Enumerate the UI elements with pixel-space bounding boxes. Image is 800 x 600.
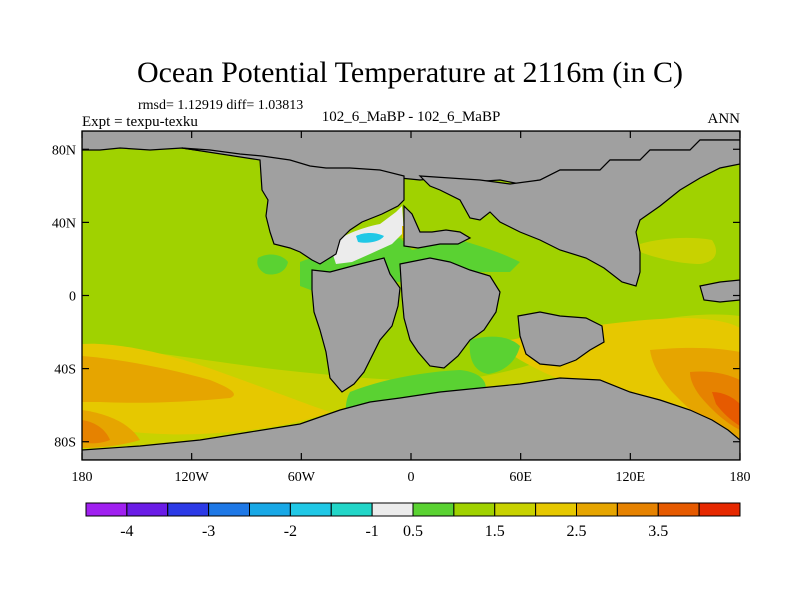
colorbar-label: 1.5 — [485, 523, 505, 540]
latitude-axis: 80N 40N 0 40S 80S — [52, 143, 740, 451]
contour-3.0-band-se — [650, 347, 740, 440]
contour-minus-1.0-cell — [356, 233, 384, 243]
contour-2.5-band-ne — [640, 237, 716, 264]
colorbar-label: 2.5 — [567, 523, 587, 540]
colorbar-swatch — [371, 502, 414, 517]
lon-tick-label: 60E — [509, 470, 532, 485]
land-india-australia — [517, 311, 605, 367]
colorbar-swatch — [616, 502, 659, 517]
season-label: ANN — [708, 111, 741, 127]
contour-4.0-band-se — [712, 392, 740, 426]
lat-tick-label: 80N — [52, 143, 76, 158]
colorbar-label: 0.5 — [403, 523, 423, 540]
land-south-america — [311, 257, 401, 393]
case-label: 102_6_MaBP - 102_6_MaBP — [322, 109, 501, 125]
colorbar-swatch — [208, 502, 250, 517]
colorbar-swatch — [167, 502, 210, 517]
lon-tick-label: 120W — [175, 470, 210, 485]
lon-tick-label: 120E — [616, 470, 646, 485]
land-north-america — [181, 147, 405, 265]
experiment-label: Expt = texpu-texku — [82, 114, 198, 130]
land-antarctica — [82, 377, 740, 460]
colorbar-swatch — [412, 502, 455, 517]
colorbar-swatch — [494, 502, 537, 517]
lon-tick-label: 180 — [72, 470, 93, 485]
stats-line: rmsd= 1.12919 diff= 1.03813 — [138, 98, 303, 113]
colorbar-label: -4 — [120, 523, 133, 540]
lat-tick-label: 40S — [54, 363, 76, 378]
colorbar-swatch — [85, 502, 128, 517]
colorbar-swatch — [453, 502, 496, 517]
colorbar-label: 3.5 — [648, 523, 668, 540]
map-panel: 180 120W 60W 0 60E 120E 180 80N 40N 0 40S 80S — [52, 130, 751, 485]
colorbar-swatch — [535, 502, 577, 517]
lat-tick-label: 80S — [54, 436, 76, 451]
colorbar-label: -3 — [202, 523, 215, 540]
colorbar-label: -1 — [365, 523, 378, 540]
colorbar-swatch — [249, 502, 291, 517]
colorbar-swatch — [576, 502, 618, 517]
land-asia — [418, 139, 740, 287]
lat-tick-label: 40N — [52, 216, 76, 231]
contour-3.5-band-sw — [82, 420, 110, 444]
land-pacific-island — [699, 279, 740, 303]
colorbar-swatch — [289, 502, 332, 517]
lon-tick-label: 180 — [730, 470, 751, 485]
lat-tick-label: 0 — [69, 290, 76, 305]
land-africa — [399, 257, 501, 369]
colorbar-swatch — [657, 502, 700, 517]
colorbar-swatch — [330, 502, 373, 517]
lon-tick-label: 60W — [288, 470, 316, 485]
colorbar-swatch — [698, 502, 741, 517]
contour-1.0-patch-indian — [469, 336, 520, 374]
map-title: Ocean Potential Temperature at 2116m (in… — [137, 56, 683, 89]
longitude-axis: 180 120W 60W 0 60E 120E 180 — [72, 131, 751, 485]
colorbar-swatch — [126, 502, 169, 517]
contour-1.0-patch-west — [257, 254, 288, 275]
land-europe-north-africa — [403, 204, 472, 249]
lon-tick-label: 0 — [408, 470, 415, 485]
colorbar: -4 -3 -2 -1 0.5 1.5 2.5 3.5 — [85, 502, 741, 540]
colorbar-label: -2 — [284, 523, 297, 540]
contour-3.0-band-sw — [82, 356, 234, 403]
